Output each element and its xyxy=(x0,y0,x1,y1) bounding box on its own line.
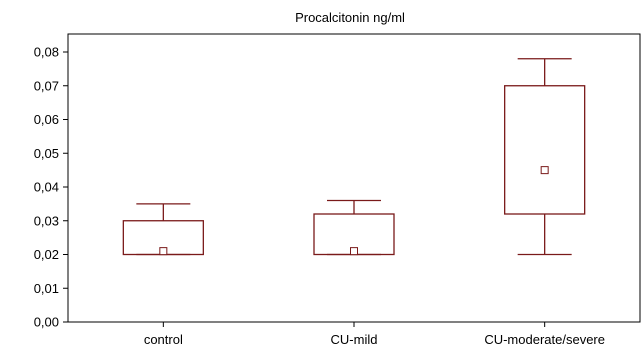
x-tick-label: CU-moderate/severe xyxy=(484,332,605,347)
x-tick-label: CU-mild xyxy=(331,332,378,347)
y-tick-label: 0,06 xyxy=(34,112,59,127)
iqr-box xyxy=(504,85,586,215)
plot-frame xyxy=(67,33,641,323)
y-axis: 0,00 0,01 0,02 0,03 0,04 0,05 0,06 0,07 0,08 xyxy=(34,45,68,330)
y-tick-label: 0,05 xyxy=(34,146,59,161)
x-tick-label: control xyxy=(144,332,183,347)
y-tick-label: 0,02 xyxy=(34,247,59,262)
y-tick-label: 0,07 xyxy=(34,78,59,93)
y-tick-label: 0,04 xyxy=(34,180,59,195)
y-tick-label: 0,00 xyxy=(34,315,59,330)
box-plot-cu-moderate-severe xyxy=(504,58,586,256)
y-tick-label: 0,08 xyxy=(34,45,59,60)
median-marker xyxy=(159,247,168,256)
y-tick-label: 0,03 xyxy=(34,213,59,228)
box-plot-control xyxy=(122,203,204,256)
box-plots xyxy=(122,58,586,256)
median-marker xyxy=(350,247,358,256)
median-marker xyxy=(540,166,549,175)
box-plot-cu-mild xyxy=(313,199,395,256)
chart-title: Procalcitonin ng/ml xyxy=(295,10,405,25)
y-tick-label: 0,01 xyxy=(34,281,59,296)
x-axis: control CU-mild CU-moderate/severe xyxy=(144,322,605,347)
